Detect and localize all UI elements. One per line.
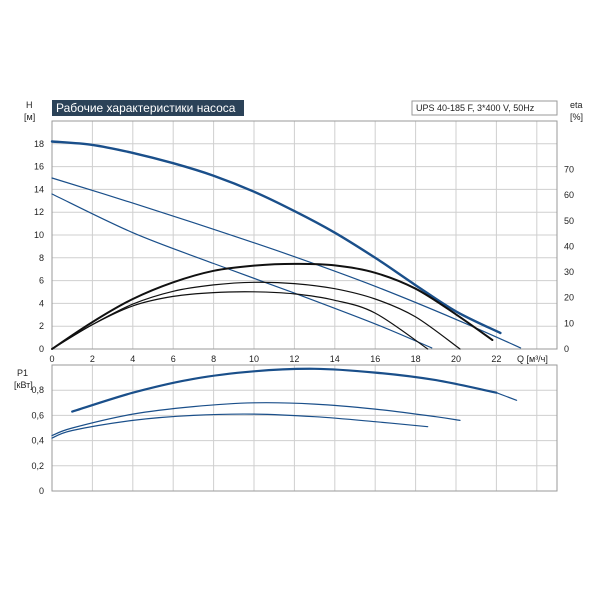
power-curve-2 bbox=[51, 402, 461, 437]
top-plot-series bbox=[50, 140, 522, 350]
head-curve-1 bbox=[51, 177, 522, 349]
x-tick-label: 16 bbox=[370, 354, 380, 364]
y-tick-label: 8 bbox=[39, 253, 44, 263]
bottom-plot-frame bbox=[51, 364, 558, 492]
p1-axis-label: P1 bbox=[17, 368, 28, 378]
y2-tick-label: 40 bbox=[564, 241, 574, 251]
p1-axis-unit: [кВт] bbox=[14, 380, 33, 390]
efficiency-curve-5 bbox=[51, 291, 429, 350]
efficiency-curve-3 bbox=[51, 262, 494, 350]
x-axis-label: Q [м³/ч] bbox=[517, 354, 548, 364]
p1-tick-label: 0 bbox=[39, 486, 44, 496]
top-plot-grid bbox=[51, 120, 557, 350]
bottom-plot-grid bbox=[51, 364, 557, 492]
x-tick-label: 2 bbox=[90, 354, 95, 364]
y-tick-label: 16 bbox=[34, 162, 44, 172]
x-tick-label: 10 bbox=[249, 354, 259, 364]
pump-model: UPS 40-185 F, 3*400 V, 50Hz bbox=[416, 103, 535, 113]
power-curve-1 bbox=[495, 392, 518, 401]
y2-tick-label: 50 bbox=[564, 216, 574, 226]
x-tick-label: 20 bbox=[451, 354, 461, 364]
y-tick-label: 14 bbox=[34, 184, 44, 194]
y2-tick-label: 60 bbox=[564, 190, 574, 200]
head-curve-0 bbox=[50, 140, 502, 335]
top-plot-frame bbox=[51, 120, 558, 350]
chart-title: Рабочие характеристики насоса bbox=[56, 101, 236, 115]
model-box bbox=[411, 100, 558, 116]
x-tick-label: 14 bbox=[330, 354, 340, 364]
power-curve-0 bbox=[71, 367, 498, 413]
y-tick-label: 18 bbox=[34, 139, 44, 149]
y-tick-label: 6 bbox=[39, 276, 44, 286]
x-tick-label: 22 bbox=[491, 354, 501, 364]
x-tick-label: 0 bbox=[49, 354, 54, 364]
y-tick-label: 10 bbox=[34, 230, 44, 240]
y2-axis-label-eta: eta bbox=[570, 100, 583, 110]
head-curve-2 bbox=[51, 193, 433, 349]
power-curve-3 bbox=[51, 413, 429, 439]
y-tick-label: 0 bbox=[39, 344, 44, 354]
p1-tick-label: 0,4 bbox=[31, 436, 44, 446]
bottom-plot-ticks: 0 0,2 0,4 0,6 0,8 bbox=[31, 385, 44, 496]
bottom-plot-series bbox=[51, 367, 518, 439]
y2-tick-label: 0 bbox=[564, 344, 569, 354]
x-tick-label: 12 bbox=[289, 354, 299, 364]
y-axis-unit-h: [м] bbox=[24, 112, 35, 122]
y2-axis-unit-eta: [%] bbox=[570, 112, 583, 122]
y2-tick-label: 70 bbox=[564, 164, 574, 174]
p1-tick-label: 0,8 bbox=[31, 385, 44, 395]
x-tick-label: 4 bbox=[130, 354, 135, 364]
y2-tick-label: 20 bbox=[564, 293, 574, 303]
y-tick-label: 4 bbox=[39, 298, 44, 308]
x-tick-label: 6 bbox=[171, 354, 176, 364]
title-box bbox=[52, 100, 244, 116]
y-axis-label-h: H bbox=[26, 100, 33, 110]
x-tick-label: 8 bbox=[211, 354, 216, 364]
top-plot-ticks: 0 2 4 6 8 10 12 14 16 18 20 22 0 2 4 6 8 10 12 14 16 18 0 10 20 3… bbox=[34, 139, 574, 364]
y2-tick-label: 30 bbox=[564, 267, 574, 277]
x-tick-label: 18 bbox=[411, 354, 421, 364]
y-tick-label: 12 bbox=[34, 207, 44, 217]
p1-tick-label: 0,2 bbox=[31, 461, 44, 471]
y2-tick-label: 10 bbox=[564, 318, 574, 328]
efficiency-curve-4 bbox=[51, 281, 461, 350]
p1-tick-label: 0,6 bbox=[31, 410, 44, 420]
y-tick-label: 2 bbox=[39, 321, 44, 331]
